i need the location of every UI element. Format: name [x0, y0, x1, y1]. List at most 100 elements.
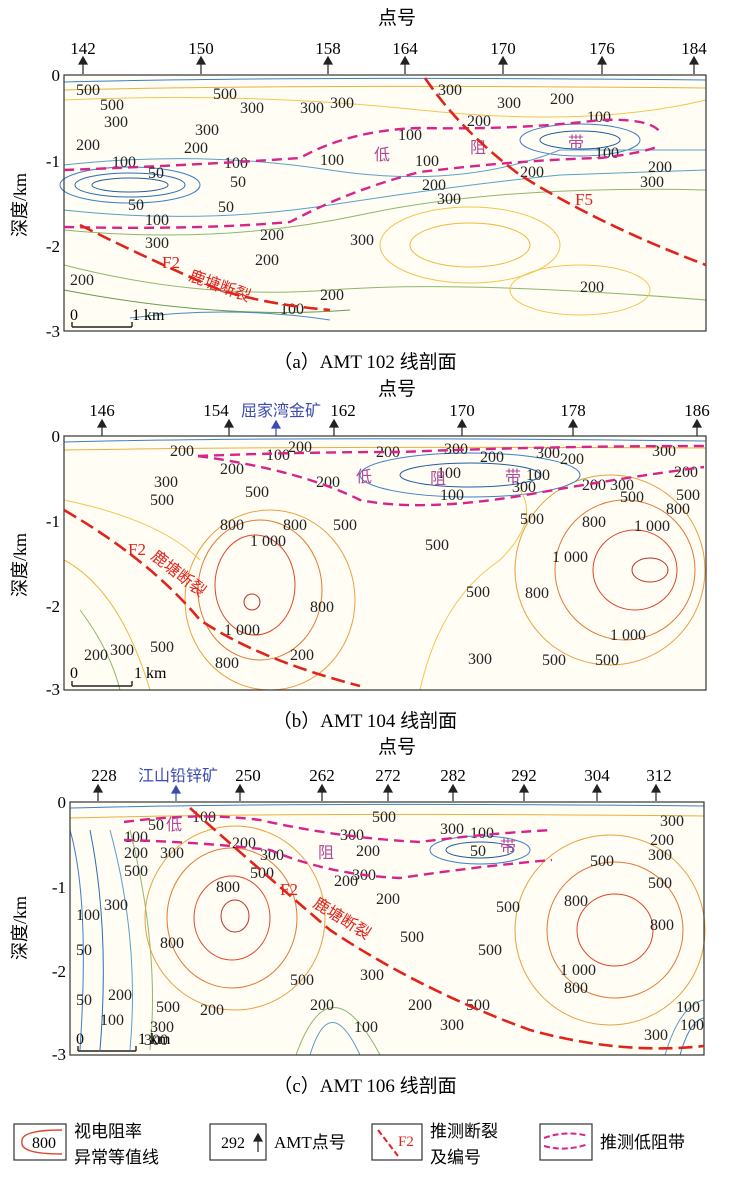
panel-b-low-band-labels: 低 阻 带	[356, 468, 521, 488]
contour-label: 500	[595, 652, 619, 669]
contour-label: 200	[356, 843, 380, 860]
contour-label: 800	[564, 980, 588, 997]
panel-a-top-title: 点号	[378, 7, 416, 29]
y-tick: -3	[46, 322, 60, 341]
scale-label: 1 km	[134, 665, 167, 682]
y-tick: -1	[46, 512, 60, 531]
contour-label: 300	[512, 479, 536, 496]
contour-label: 100	[76, 907, 100, 924]
contour-label: 1 000	[610, 627, 646, 644]
contour-label: 300	[438, 82, 462, 99]
contour-label: 500	[150, 639, 174, 656]
y-tick: -2	[46, 237, 60, 256]
mine-arrow	[270, 419, 282, 436]
contour-label: 200	[320, 287, 344, 304]
contour-label: 200	[467, 113, 491, 130]
contour-label: 300	[536, 445, 560, 462]
panel-c-caption: （c）AMT 106 线剖面	[273, 1075, 456, 1097]
contour-label: 300	[640, 174, 664, 191]
contour-label: 500	[466, 584, 490, 601]
contour-label: 200	[550, 91, 574, 108]
mine-arrow	[170, 784, 182, 801]
contour-label: 300	[610, 477, 634, 494]
panel-a-fault-f5-name: F5	[575, 190, 593, 209]
y-tick: 0	[58, 793, 67, 812]
contour-label: 200	[316, 474, 340, 491]
y-tick: -2	[52, 962, 66, 981]
contour-label: 100	[124, 829, 148, 846]
panel-a-low-band-labels: 低 阻 带	[374, 134, 584, 164]
contour-label: 500	[620, 489, 644, 506]
contour-label: 100	[470, 825, 494, 842]
panel-b: 点号 146 154 162 170 178 186 屈家湾金矿 深度/km 0…	[10, 378, 710, 732]
contour-label: 50	[128, 197, 144, 214]
low-band-char: 阻	[318, 844, 334, 862]
panel-a-stations: 142 150 158 164 170 176 184	[70, 39, 707, 58]
legend-contour-icon	[21, 1129, 63, 1155]
contour-label: 300	[145, 235, 169, 252]
panel-b-fault-f2-name: F2	[128, 540, 146, 559]
contour-label: 500	[124, 863, 148, 880]
contour-label: 1 000	[634, 518, 670, 535]
y-tick: 0	[52, 66, 61, 85]
low-band-char: 阻	[470, 139, 486, 157]
contour-label: 500	[466, 997, 490, 1014]
contour-label: 100	[280, 301, 304, 318]
contour-label: 300	[104, 114, 128, 131]
contour-label: 50	[148, 165, 164, 182]
contour-label: 800	[216, 879, 240, 896]
contour-label: 300	[360, 967, 384, 984]
panel-b-scale-bar: 0 1 km	[70, 665, 167, 687]
panel-c-low-band-labels: 低 阻 带	[166, 816, 516, 862]
contour-label: 200	[648, 159, 672, 176]
panel-b-low-band	[197, 444, 705, 507]
contour-label: 800	[666, 501, 690, 518]
panel-b-contour-labels: 200 100 200 200 300 300 200 300 200 200 …	[84, 439, 700, 672]
station-label: 262	[309, 766, 335, 785]
contour-label: 500	[648, 875, 672, 892]
station-label: 228	[91, 766, 117, 785]
contour-label: 800	[525, 585, 549, 602]
legend-contour-text-1: 视电阻率	[74, 1122, 142, 1141]
contour-label: 500	[245, 484, 269, 501]
contour-label: 100	[398, 127, 422, 144]
panel-c-contour-labels: 50 100 100 200 200 300 500 300 500 100 5…	[76, 809, 704, 1049]
contour-label: 300	[644, 1027, 668, 1044]
station-label: 304	[584, 766, 610, 785]
station-label: 312	[646, 766, 672, 785]
contour-label: 300	[160, 845, 184, 862]
contour-label: 800	[650, 917, 674, 934]
panel-a-y-label: 深度/km	[10, 173, 30, 237]
contour-label: 100	[526, 467, 550, 484]
panel-c-y-label: 深度/km	[10, 896, 30, 960]
contour-label: 100	[354, 1019, 378, 1036]
panel-c: 点号 228 250 262 272 282 292 304 312 江山铅锌矿…	[10, 736, 706, 1097]
contour-label: 200	[255, 252, 279, 269]
panel-a-y-ticks: 0 -1 -2 -3	[46, 66, 60, 341]
y-tick: -1	[46, 152, 60, 171]
scale-label: 1 km	[138, 1031, 171, 1048]
mine-label: 屈家湾金矿	[241, 402, 321, 420]
panel-c-scale-bar: 0 1 km	[76, 1031, 171, 1052]
legend-contour-text-2: 异常等值线	[74, 1148, 159, 1167]
station-label: 146	[89, 401, 115, 420]
contour-label: 200	[288, 439, 312, 456]
contour-label: 100	[415, 153, 439, 170]
contour-label: 200	[422, 177, 446, 194]
legend-lowres-icon	[543, 1132, 589, 1139]
panel-b-top-title: 点号	[378, 378, 416, 400]
contour-label: 100	[266, 447, 290, 464]
contour-label: 200	[376, 891, 400, 908]
contour-label: 500	[400, 929, 424, 946]
panel-c-fault-f2-name: F2	[280, 880, 298, 899]
station-label: 158	[315, 39, 341, 58]
contour-label: 300	[660, 813, 684, 830]
station-label: 250	[235, 766, 261, 785]
legend: 800 视电阻率 异常等值线 292 AMT点号 F2 推测断裂 及编号 推测低…	[13, 1122, 685, 1167]
contour-label: 300	[240, 100, 264, 117]
contour-label: 200	[310, 997, 334, 1014]
contour-label: 200	[290, 647, 314, 664]
panel-a-contours	[59, 74, 707, 332]
low-band-char: 阻	[430, 470, 446, 488]
